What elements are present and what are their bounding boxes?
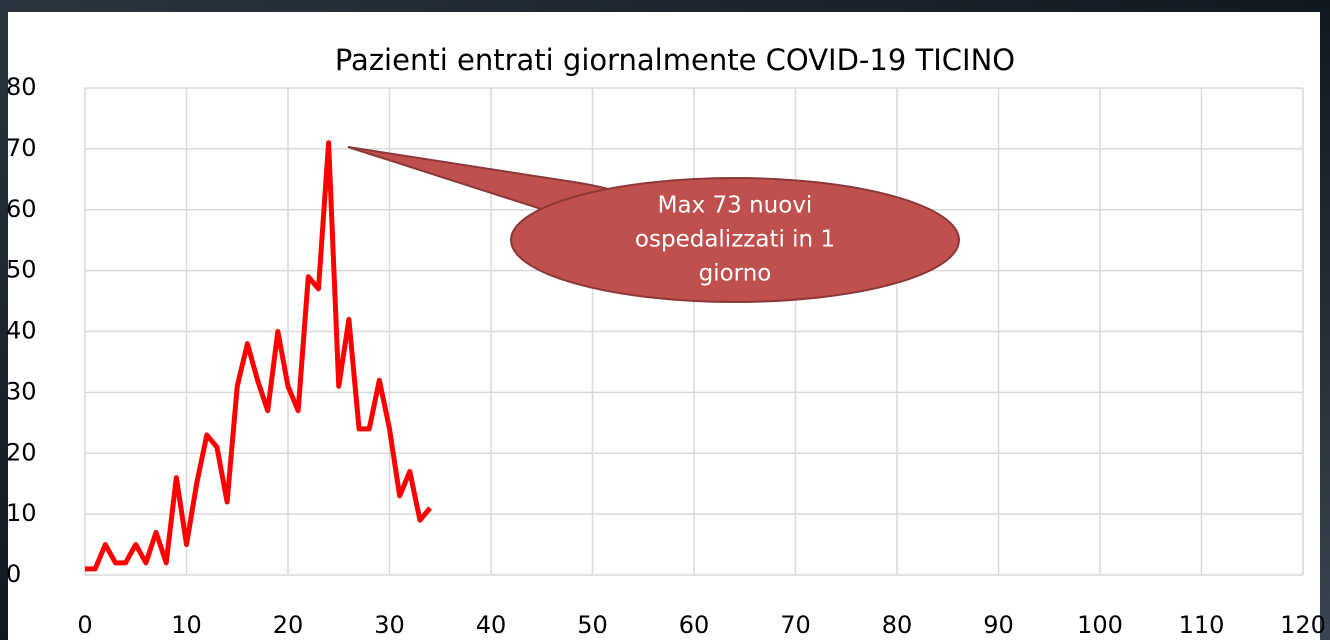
chart-title: Pazienti entrati giornalmente COVID-19 T…	[335, 43, 1015, 77]
x-tick-label: 30	[374, 611, 405, 639]
x-tick-label: 120	[1280, 611, 1326, 639]
x-tick-label: 90	[983, 611, 1014, 639]
x-tick-label: 0	[77, 611, 92, 639]
callout-text: Max 73 nuovi	[658, 193, 813, 219]
y-tick-label: 80	[6, 73, 37, 101]
x-tick-label: 10	[171, 611, 202, 639]
x-tick-label: 100	[1077, 611, 1123, 639]
x-tick-label: 110	[1179, 611, 1225, 639]
y-tick-label: 10	[6, 499, 37, 527]
x-tick-label: 60	[679, 611, 710, 639]
callout-bubble	[510, 177, 960, 303]
callout-text: giorno	[699, 261, 772, 287]
callout: Max 73 nuovi ospedalizzati in 1 giorno	[347, 146, 960, 303]
x-tick-label: 80	[882, 611, 913, 639]
x-tick-label: 40	[476, 611, 507, 639]
y-tick-label: 40	[6, 317, 37, 345]
callout-join	[559, 197, 641, 218]
y-tick-label: 60	[6, 195, 37, 223]
data-line	[85, 140, 433, 572]
y-tick-label: 70	[6, 134, 37, 162]
x-tick-label: 20	[273, 611, 304, 639]
y-tick-label: 20	[6, 438, 37, 466]
x-tick-label: 70	[780, 611, 811, 639]
y-tick-label: 30	[6, 377, 37, 405]
y-tick-label: 50	[6, 256, 37, 284]
x-tick-label: 50	[577, 611, 608, 639]
callout-text: ospedalizzati in 1	[635, 227, 835, 253]
y-tick-label: 0	[6, 560, 21, 588]
chart-panel	[8, 12, 1320, 640]
